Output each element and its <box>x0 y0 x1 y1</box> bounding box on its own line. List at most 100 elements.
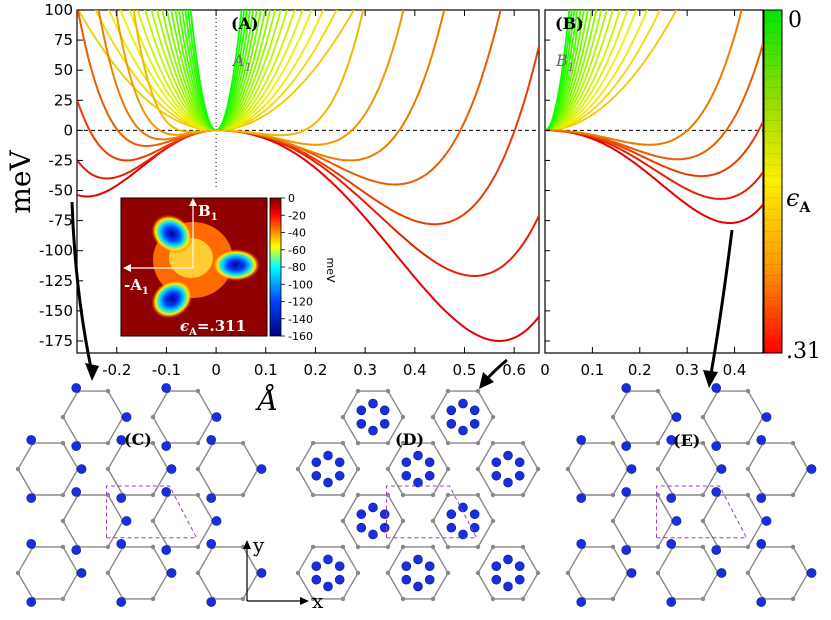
lattice-site <box>385 570 391 576</box>
atom <box>761 516 772 526</box>
atom <box>446 522 457 533</box>
hexagon-cell <box>747 546 809 600</box>
atom <box>401 457 412 468</box>
energy-curve <box>132 10 365 137</box>
lattice-site <box>610 518 616 524</box>
lattice-site <box>430 414 436 420</box>
unit-cell <box>106 485 198 539</box>
x-tick-label: 0.3 <box>675 361 699 379</box>
atom <box>491 561 502 571</box>
atom <box>206 493 216 503</box>
arrow-to-c <box>70 201 93 369</box>
colorbar: 0 .31 ϵA <box>763 8 821 364</box>
y-tick-label: 0 <box>63 121 73 139</box>
atom <box>166 568 177 578</box>
lattice-site <box>655 544 661 550</box>
energy-curve <box>136 10 296 132</box>
energy-curve <box>77 46 539 226</box>
lattice-site <box>490 518 496 524</box>
atom <box>311 561 322 571</box>
atom <box>311 457 322 468</box>
lattice-site <box>520 596 526 602</box>
atom <box>491 470 502 481</box>
inset-axis-left-arrowhead <box>123 264 131 272</box>
lattice-site <box>520 544 526 550</box>
energy-curve <box>545 10 638 132</box>
atom <box>206 435 216 445</box>
atom <box>424 470 435 481</box>
x-tick-label: 0.3 <box>353 361 377 379</box>
atom <box>711 383 722 393</box>
energy-curve <box>545 10 661 132</box>
lattice-site <box>445 544 451 550</box>
inset-tick-label: 0 <box>288 192 295 205</box>
lattice-site <box>60 414 66 420</box>
lattice-site <box>700 440 706 446</box>
lattice-site <box>60 544 66 550</box>
atom <box>491 457 502 468</box>
x-axis-name: x <box>312 589 324 613</box>
atom <box>211 412 222 422</box>
lattice-site <box>520 492 526 498</box>
lattice-site <box>295 570 301 576</box>
atom <box>716 464 727 474</box>
atom <box>401 574 412 585</box>
lattice-site <box>310 440 316 446</box>
energy-curve <box>545 10 614 132</box>
atom <box>166 464 177 474</box>
lattice-d-label: (D) <box>395 430 424 449</box>
atom <box>71 383 81 393</box>
x-tick-label: 0.2 <box>628 361 652 379</box>
x-tick-label: 0.4 <box>723 361 747 379</box>
lattice-site <box>700 544 706 550</box>
atom <box>621 441 632 451</box>
atom <box>379 509 390 520</box>
lattice-site <box>475 544 481 550</box>
atom <box>424 574 435 585</box>
atom <box>666 493 677 503</box>
lattice-site <box>655 466 661 472</box>
lattice-site <box>430 596 436 602</box>
inset-tick-label: -140 <box>288 313 313 326</box>
atom <box>446 509 457 520</box>
atom <box>71 545 81 555</box>
x-tick-label: 0.2 <box>304 361 328 379</box>
lattice-site <box>340 414 346 420</box>
arrowhead-d <box>479 372 494 389</box>
inset-label-a1: -A1 <box>124 276 149 297</box>
atom <box>671 412 682 422</box>
atom <box>116 597 126 607</box>
inset-lobe-lower <box>151 279 193 319</box>
lattice-site <box>745 440 751 446</box>
colorbar-label: ϵA <box>786 184 811 216</box>
inset-colorbar-ticks: 0 -20 -40 -60 -80 -100 -120 -140 -160 <box>281 192 313 343</box>
atom <box>116 539 126 549</box>
lattice-site <box>240 596 246 602</box>
atom <box>514 574 525 585</box>
atom <box>401 561 412 571</box>
lattice-site <box>700 518 706 524</box>
lattice-site <box>105 388 111 394</box>
panel-a-curve-label: A1 <box>231 51 252 74</box>
lattice-site <box>475 570 481 576</box>
y-tick-label: -50 <box>49 182 74 200</box>
unit-cell <box>656 485 748 539</box>
energy-curve <box>545 10 598 132</box>
lattice-site <box>240 440 246 446</box>
lattice-site <box>400 596 406 602</box>
hexagon-cell <box>747 442 809 496</box>
y-tick-label: -125 <box>39 272 73 290</box>
atom <box>503 450 513 461</box>
x-axis-arrowhead <box>300 597 309 605</box>
atom <box>401 470 412 481</box>
lattice-site <box>60 596 66 602</box>
atom <box>491 574 502 585</box>
lattice-site <box>475 466 481 472</box>
atom <box>711 545 722 555</box>
atom <box>711 441 722 451</box>
panel-a-frame <box>76 9 540 354</box>
lattice-site <box>240 492 246 498</box>
x-tick-label: 0.6 <box>502 361 526 379</box>
colorbar-gradient <box>763 9 783 354</box>
